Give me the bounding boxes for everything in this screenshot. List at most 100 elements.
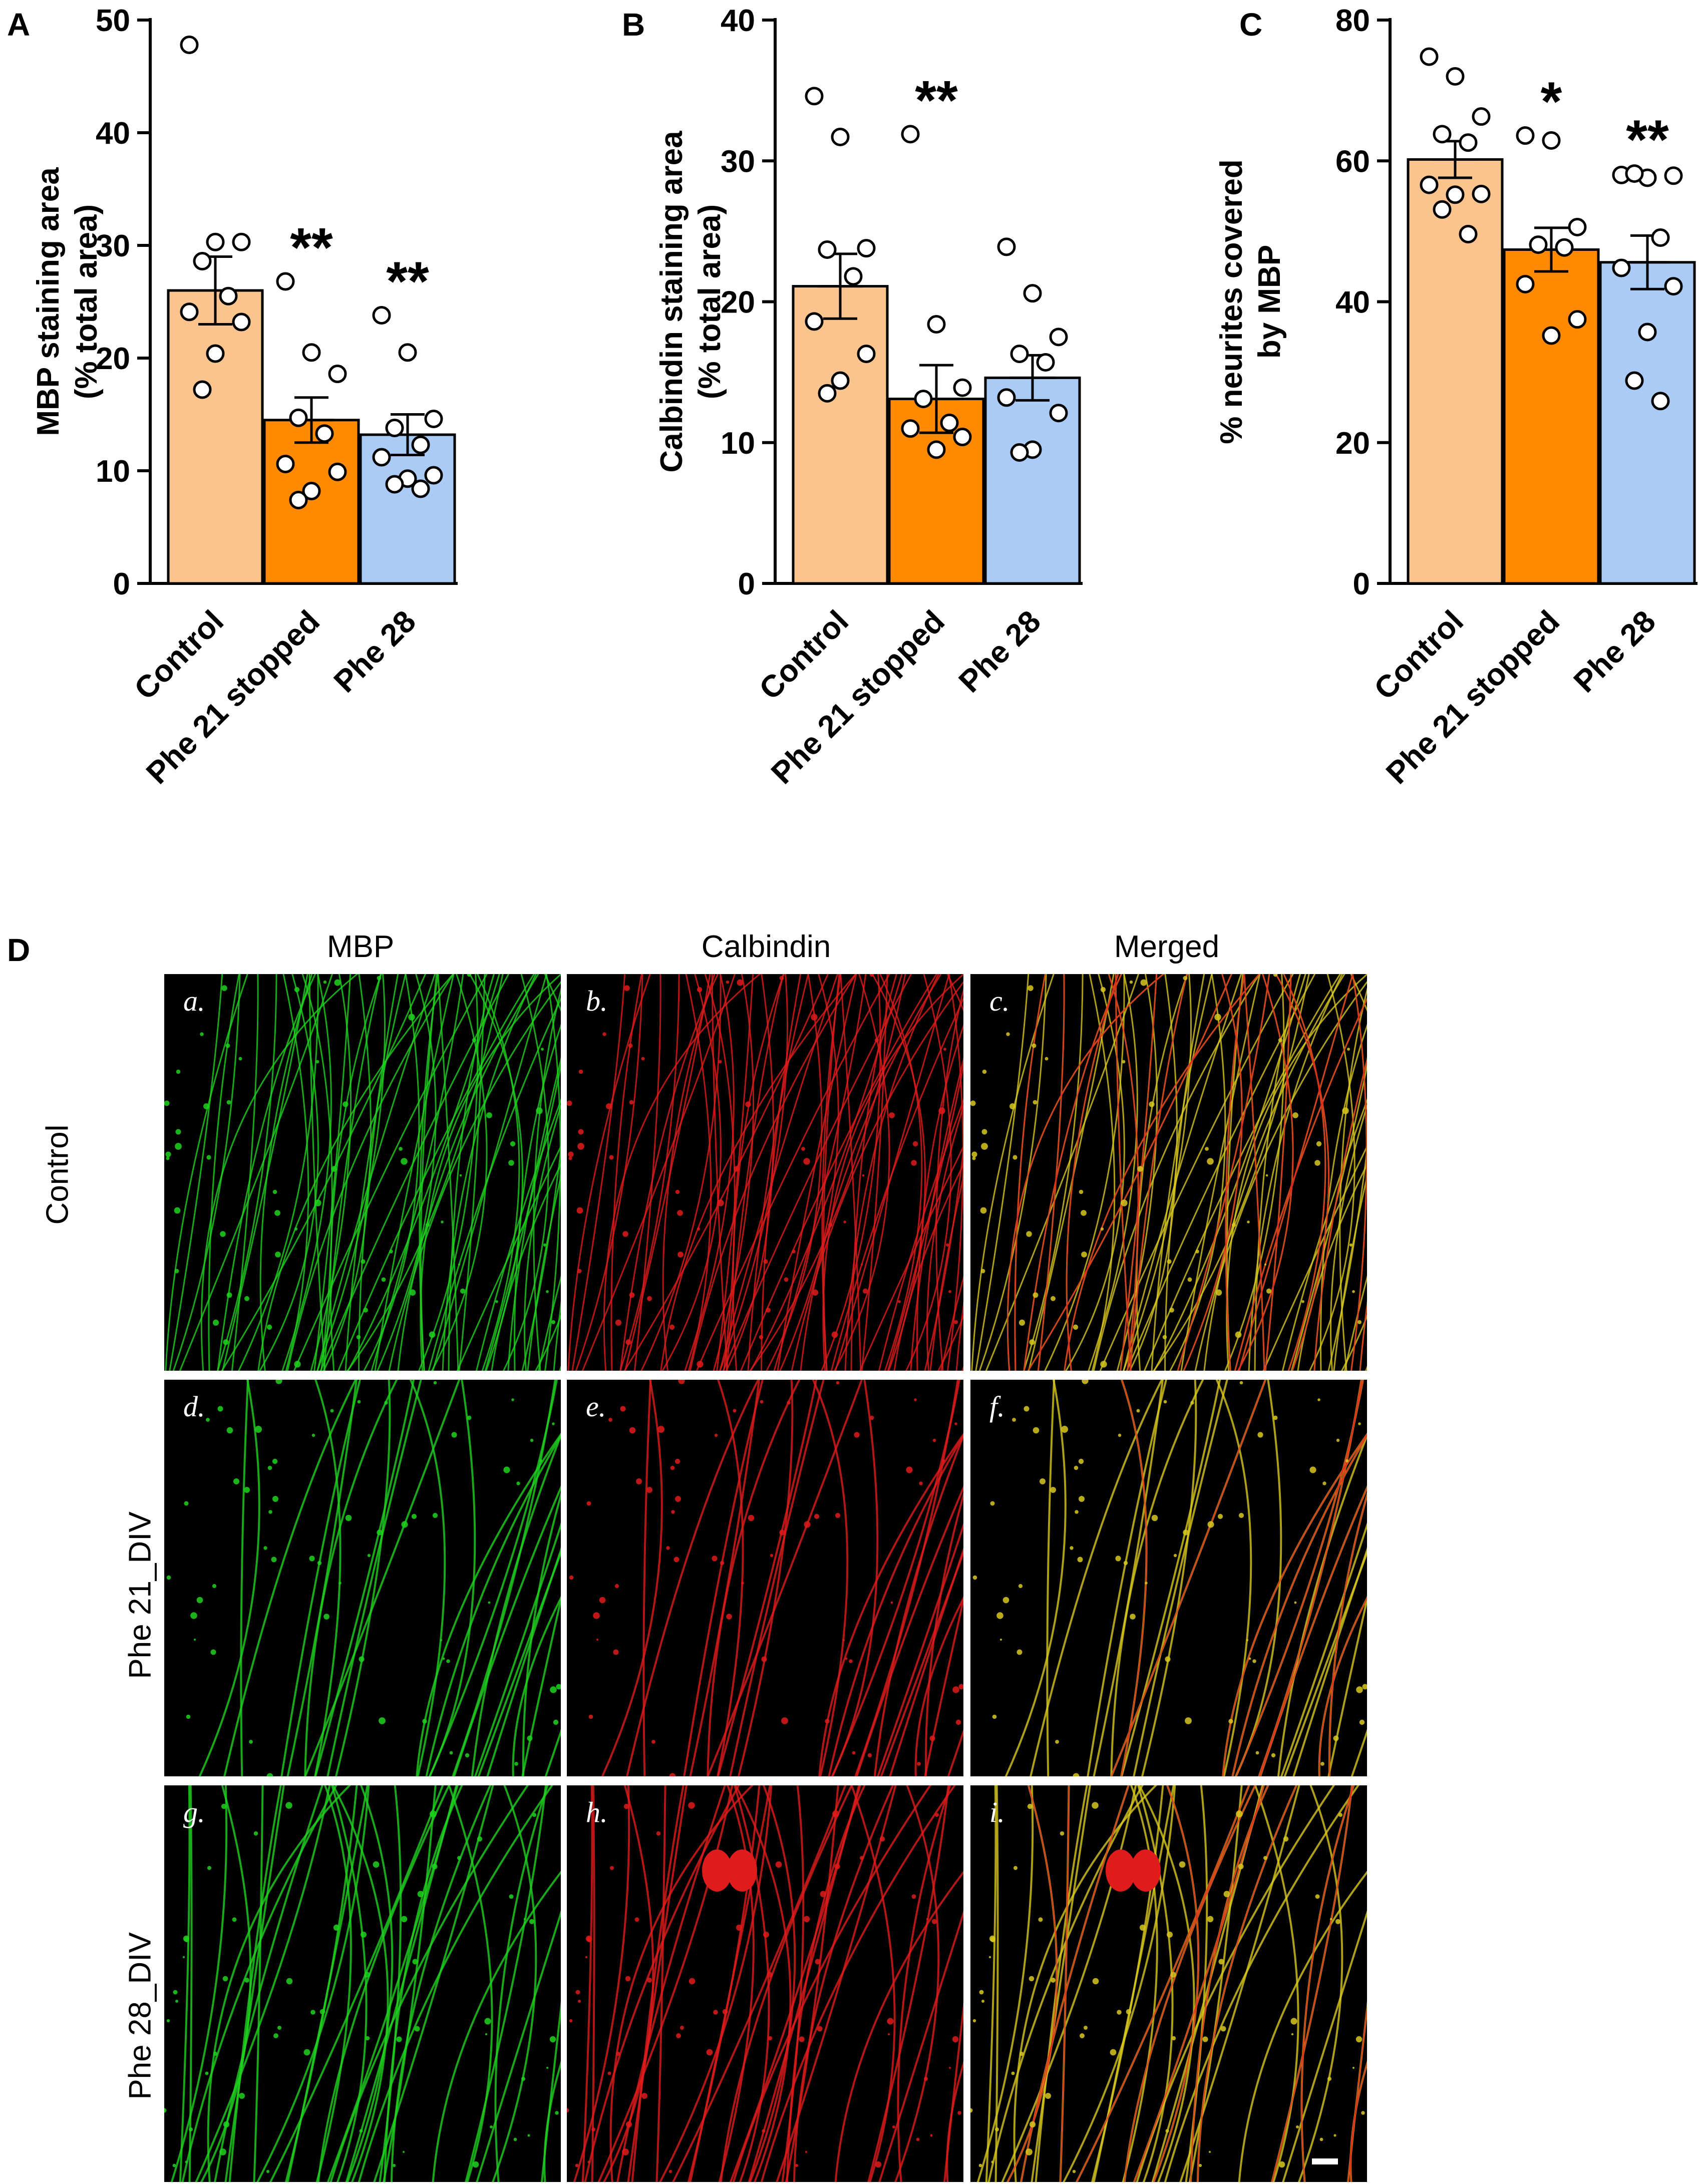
fiber-stroke [207, 1785, 352, 2182]
data-point [1472, 107, 1491, 126]
punctum [539, 1459, 543, 1463]
punctum [1029, 1976, 1035, 1982]
fiber-stroke [661, 974, 722, 1371]
punctum [792, 1250, 796, 1254]
punctum [206, 1155, 211, 1160]
punctum [1100, 1361, 1107, 1368]
fiber-stroke [1122, 1785, 1158, 2182]
punctum [945, 1243, 949, 1247]
fiber-stroke [1151, 1785, 1264, 2182]
fiber-stroke [791, 981, 963, 1371]
fiber-stroke [717, 1380, 744, 1776]
punctum [310, 2010, 315, 2015]
punctum [1252, 1659, 1256, 1663]
punctum [1352, 2067, 1354, 2069]
punctum [1016, 1649, 1023, 1655]
data-point [1542, 131, 1561, 150]
punctum [1290, 2018, 1297, 2025]
fiber-stroke [575, 974, 643, 1371]
fiber-stroke [1188, 1785, 1243, 2182]
punctum [176, 1069, 181, 1074]
punctum [1209, 2151, 1211, 2153]
fiber-stroke [671, 1785, 847, 2182]
punctum [982, 1069, 987, 1074]
cell-body [702, 1849, 732, 1892]
punctum [484, 2018, 491, 2025]
punctum [389, 1250, 393, 1254]
fiber-stroke [373, 1785, 494, 2182]
data-point [818, 384, 837, 403]
punctum [1347, 1048, 1350, 1051]
y-tick-label: 20 [96, 342, 130, 376]
fiber-stroke [1027, 974, 1233, 1371]
punctum [555, 2111, 559, 2115]
punctum [1314, 1160, 1320, 1166]
punctum [834, 1863, 840, 1869]
fiber-stroke [591, 1785, 595, 2182]
fiber-stroke [894, 1785, 940, 2182]
data-point [1651, 392, 1670, 411]
category-label: Phe 28 [1567, 604, 1662, 699]
punctum [338, 1582, 342, 1585]
fiber-stroke [347, 974, 504, 1371]
fiber-stroke [238, 974, 319, 1371]
punctum [274, 1210, 280, 1216]
punctum [1026, 2148, 1033, 2155]
punctum [647, 1978, 652, 1983]
fiber-stroke [1183, 974, 1243, 1371]
punctum [379, 1717, 386, 1724]
punctum [1223, 1891, 1230, 1898]
fiber-stroke [1064, 974, 1260, 1371]
micrograph-image [567, 974, 963, 1371]
punctum [625, 1976, 631, 1982]
punctum [879, 1836, 885, 1842]
punctum [1136, 1409, 1140, 1413]
punctum [1072, 2169, 1076, 2173]
fiber-stroke [544, 974, 561, 1371]
punctum [889, 1112, 895, 1118]
punctum [294, 987, 300, 993]
punctum [303, 2049, 310, 2056]
punctum [1126, 2009, 1132, 2015]
punctum [992, 1714, 997, 1719]
punctum [381, 1277, 386, 1282]
punctum [457, 1856, 461, 1860]
punctum [1073, 1773, 1080, 1776]
punctum [625, 1339, 631, 1345]
fiber-stroke [181, 1785, 337, 2182]
punctum [629, 1100, 634, 1105]
punctum [737, 979, 744, 986]
punctum [266, 1324, 272, 1330]
punctum [914, 1398, 917, 1401]
data-point [328, 462, 347, 481]
punctum [938, 1107, 945, 1114]
punctum [862, 1174, 865, 1177]
fiber-stroke [1136, 1785, 1335, 2182]
punctum [1092, 1802, 1099, 1809]
fiber-stroke [208, 974, 240, 1371]
fiber-stroke [1290, 1062, 1367, 1371]
fiber-stroke [971, 974, 1055, 1371]
fiber-stroke [310, 974, 352, 1371]
punctum [805, 2151, 807, 2153]
punctum [930, 2134, 933, 2137]
fiber-stroke [1333, 1173, 1367, 1371]
punctum [207, 1866, 211, 1870]
punctum [165, 1151, 171, 1157]
data-point [818, 240, 837, 259]
fiber-stroke [1262, 1144, 1367, 1371]
fiber-stroke [172, 974, 241, 1371]
data-point [289, 408, 308, 427]
punctum [995, 2127, 999, 2131]
fiber-stroke [1023, 974, 1123, 1371]
punctum [174, 1207, 181, 1214]
data-point [193, 252, 212, 270]
fiber-stroke [416, 1432, 561, 1776]
fiber-stroke [554, 1785, 561, 2182]
punctum [799, 2036, 805, 2042]
fiber-stroke [1259, 1486, 1367, 1776]
punctum [970, 1100, 976, 1106]
y-tick-label: 30 [96, 229, 130, 263]
punctum [401, 1916, 408, 1923]
fiber-stroke [1066, 974, 1119, 1371]
